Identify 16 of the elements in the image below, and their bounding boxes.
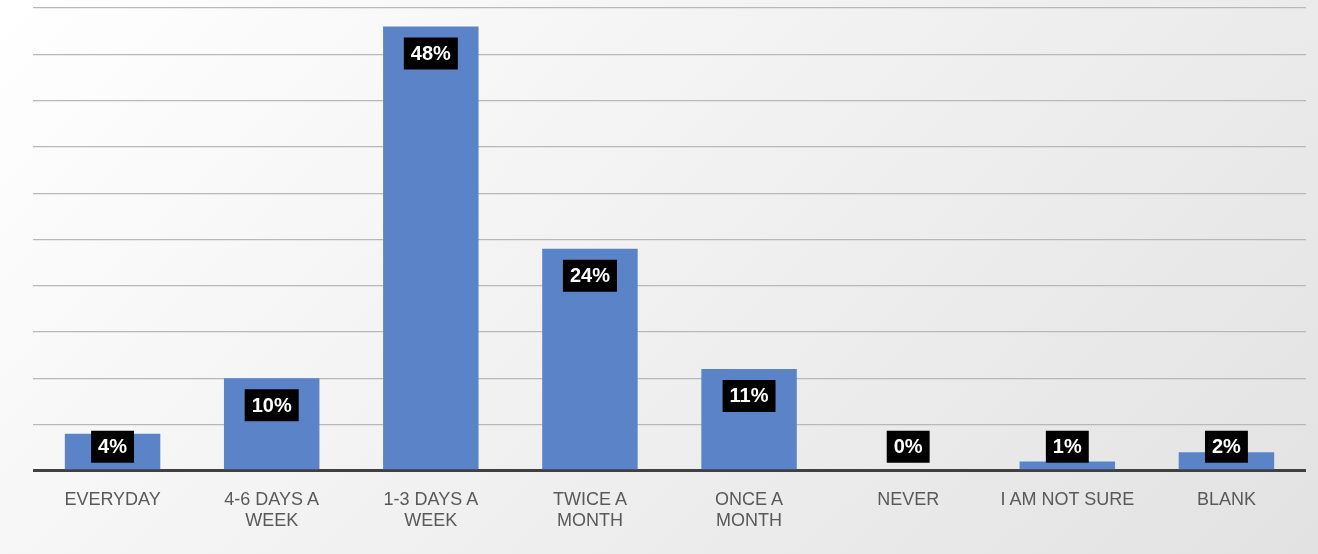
x-tick-label: 4-6 DAYS A WEEK xyxy=(224,488,320,531)
x-tick-label: EVERYDAY xyxy=(64,488,161,509)
data-label: 10% xyxy=(251,393,292,416)
data-label: 48% xyxy=(410,42,452,65)
data-label: 2% xyxy=(1211,435,1242,458)
data-label: 11% xyxy=(729,384,769,407)
x-tick-label: TWICE A MONTH xyxy=(552,488,627,531)
x-tick-label: ONCE A MONTH xyxy=(715,488,784,531)
data-label: 24% xyxy=(569,264,611,287)
data-label: 4% xyxy=(98,435,128,458)
x-tick-label: 1-3 DAYS A WEEK xyxy=(383,488,479,531)
data-label: 1% xyxy=(1052,435,1082,458)
x-tick-label: I AM NOT SURE xyxy=(1000,488,1135,509)
x-tick-label: NEVER xyxy=(877,488,940,509)
data-label: 0% xyxy=(893,435,923,458)
x-tick-label: BLANK xyxy=(1196,488,1256,509)
